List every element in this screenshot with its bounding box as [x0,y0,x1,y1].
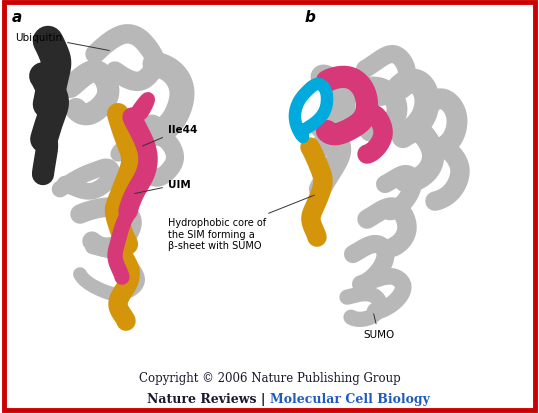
Text: UIM: UIM [135,180,191,194]
Text: Copyright © 2006 Nature Publishing Group: Copyright © 2006 Nature Publishing Group [139,371,400,385]
Text: Molecular Cell Biology: Molecular Cell Biology [270,392,430,405]
Text: b: b [305,10,316,25]
Text: a: a [12,10,22,25]
Text: Ubiquitin: Ubiquitin [15,33,109,51]
Text: Hydrophobic core of
the SIM forming a
β-sheet with SUMO: Hydrophobic core of the SIM forming a β-… [168,196,314,251]
Text: Ile44: Ile44 [142,125,197,147]
Text: Nature Reviews |: Nature Reviews | [147,392,270,405]
Text: SUMO: SUMO [363,314,394,339]
